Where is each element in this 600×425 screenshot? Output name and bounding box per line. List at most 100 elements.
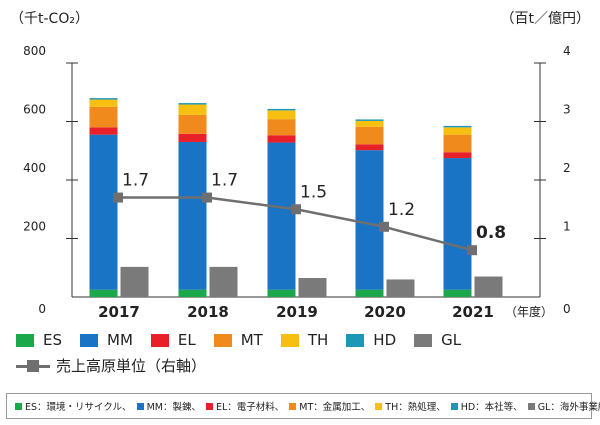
right-tick-label: 4 [563, 44, 571, 58]
intensity-marker [113, 192, 123, 203]
intensity-data-label: 1.5 [300, 182, 327, 202]
bar-hd-2021 [443, 125, 472, 128]
x-tick-label: 2021 [452, 303, 494, 321]
right-tick-label: 2 [563, 161, 571, 175]
bar-gl-2021 [474, 276, 503, 297]
bar-hd-2019 [267, 108, 296, 111]
left-tick-label: 600 [23, 103, 46, 117]
bar-mt-2021 [443, 134, 472, 153]
bar-es-2019 [267, 289, 296, 297]
bar-th-2019 [267, 110, 296, 120]
bar-th-2020 [355, 120, 384, 127]
legend-label: ES [43, 331, 62, 349]
legend-swatch-icon [213, 333, 232, 347]
intensity-data-label: 1.7 [211, 171, 238, 191]
bar-gl-2019 [298, 277, 327, 297]
footnote-text: MM：製錬、 [146, 402, 201, 413]
footnote-text: GL：海外事業所 [537, 402, 600, 413]
legend-line-label: 売上高原単位（右軸） [56, 357, 207, 375]
legend-swatch-icon [16, 333, 34, 347]
right-axis-unit: （百t／億円） [500, 11, 591, 27]
legend-item-mm: MM [80, 331, 133, 349]
emissions-chart: 0 200 400 600 800 0 1 2 3 4 2017 2018 2019 2020 2021 （年… [23, 44, 571, 321]
bar-mm-2021 [443, 158, 472, 290]
left-tick-label: 800 [23, 44, 46, 58]
legend-swatch-icon [346, 333, 365, 347]
bar-gl-2020 [386, 279, 415, 297]
legend-label: MM [107, 331, 133, 349]
legend-item-th: TH [280, 331, 328, 349]
legend-swatch-icon [414, 333, 433, 347]
footnote-item-mm: MM：製錬、 [136, 399, 201, 413]
footnote-swatch-icon [527, 402, 535, 410]
footnote-text: EL：電子材料、 [215, 402, 285, 413]
intensity-marker [379, 221, 389, 232]
segment-footnote: ES：環境・リサイクル、 MM：製錬、 EL：電子材料、 MT：金属加工、 TH：熱処理… [6, 393, 600, 419]
footnote-item-mt: MT：金属加工、 [289, 399, 370, 413]
bar-mt-2017 [89, 106, 118, 128]
footnote-swatch-icon [136, 402, 144, 410]
left-tick-label: 400 [23, 161, 46, 175]
intensity-marker [467, 245, 477, 256]
legend: ES MM EL MT TH HD GL [16, 331, 479, 349]
footnote-swatch-icon [375, 402, 383, 410]
bar-mt-2018 [178, 114, 207, 134]
bar-th-2021 [443, 127, 472, 135]
left-axis-unit: （千t-CO₂） [10, 11, 89, 27]
bar-th-2017 [89, 99, 118, 107]
x-tick-label: 2017 [98, 303, 140, 321]
intensity-marker [291, 204, 301, 215]
bar-mm-2019 [267, 142, 296, 290]
bar-el-2021 [443, 152, 472, 159]
bar-mm-2017 [89, 134, 118, 290]
legend-item-el: EL [150, 331, 196, 349]
legend-swatch-icon [80, 333, 98, 347]
bar-es-2020 [355, 289, 384, 297]
bar-mt-2020 [355, 126, 384, 145]
bar-mm-2020 [355, 150, 384, 290]
legend-item-hd: HD [346, 331, 396, 349]
bar-mt-2019 [267, 119, 296, 136]
intensity-data-label: 1.7 [122, 171, 149, 191]
bar-gl-2018 [209, 266, 238, 297]
intensity-marker [202, 192, 212, 203]
footnote-item-el: EL：電子材料、 [205, 399, 285, 413]
bar-th-2018 [178, 104, 207, 115]
x-tick-label: 2020 [364, 303, 406, 321]
bar-gl-2017 [120, 266, 149, 297]
bar-hd-2018 [178, 103, 207, 105]
bar-el-2018 [178, 133, 207, 142]
footnote-swatch-icon [205, 402, 213, 410]
footnote-item-gl: GL：海外事業所 [527, 399, 600, 413]
bar-el-2020 [355, 144, 384, 151]
bar-hd-2020 [355, 119, 384, 121]
right-tick-label: 1 [563, 220, 571, 234]
legend-line-entry: 売上高原単位（右軸） [16, 355, 206, 376]
legend-item-mt: MT [213, 331, 263, 349]
bar-es-2018 [178, 289, 207, 297]
x-axis-unit: （年度） [505, 304, 553, 319]
footnote-item-th: TH：熱処理、 [375, 399, 446, 413]
footnote-text: ES：環境・リサイクル、 [25, 402, 132, 413]
legend-label: GL [441, 331, 462, 349]
footnote-swatch-icon [450, 402, 458, 410]
x-tick-label: 2018 [187, 303, 229, 321]
legend-swatch-icon [280, 333, 299, 347]
bar-es-2017 [89, 289, 118, 297]
bar-el-2017 [89, 127, 118, 135]
legend-item-gl: GL [414, 331, 461, 349]
bar-el-2019 [267, 135, 296, 143]
line-marker-icon [16, 359, 50, 373]
legend-swatch-icon [150, 333, 169, 347]
left-tick-label: 0 [38, 302, 46, 316]
right-tick-label: 0 [563, 302, 571, 316]
right-tick-label: 3 [563, 103, 571, 117]
footnote-text: TH：熱処理、 [385, 402, 446, 413]
legend-item-es: ES [16, 331, 62, 349]
footnote-swatch-icon [289, 402, 297, 410]
intensity-data-label: 1.2 [388, 200, 415, 220]
legend-label: EL [177, 331, 196, 349]
x-tick-label: 2019 [276, 303, 318, 321]
bar-es-2021 [443, 289, 472, 297]
legend-label: MT [240, 331, 263, 349]
